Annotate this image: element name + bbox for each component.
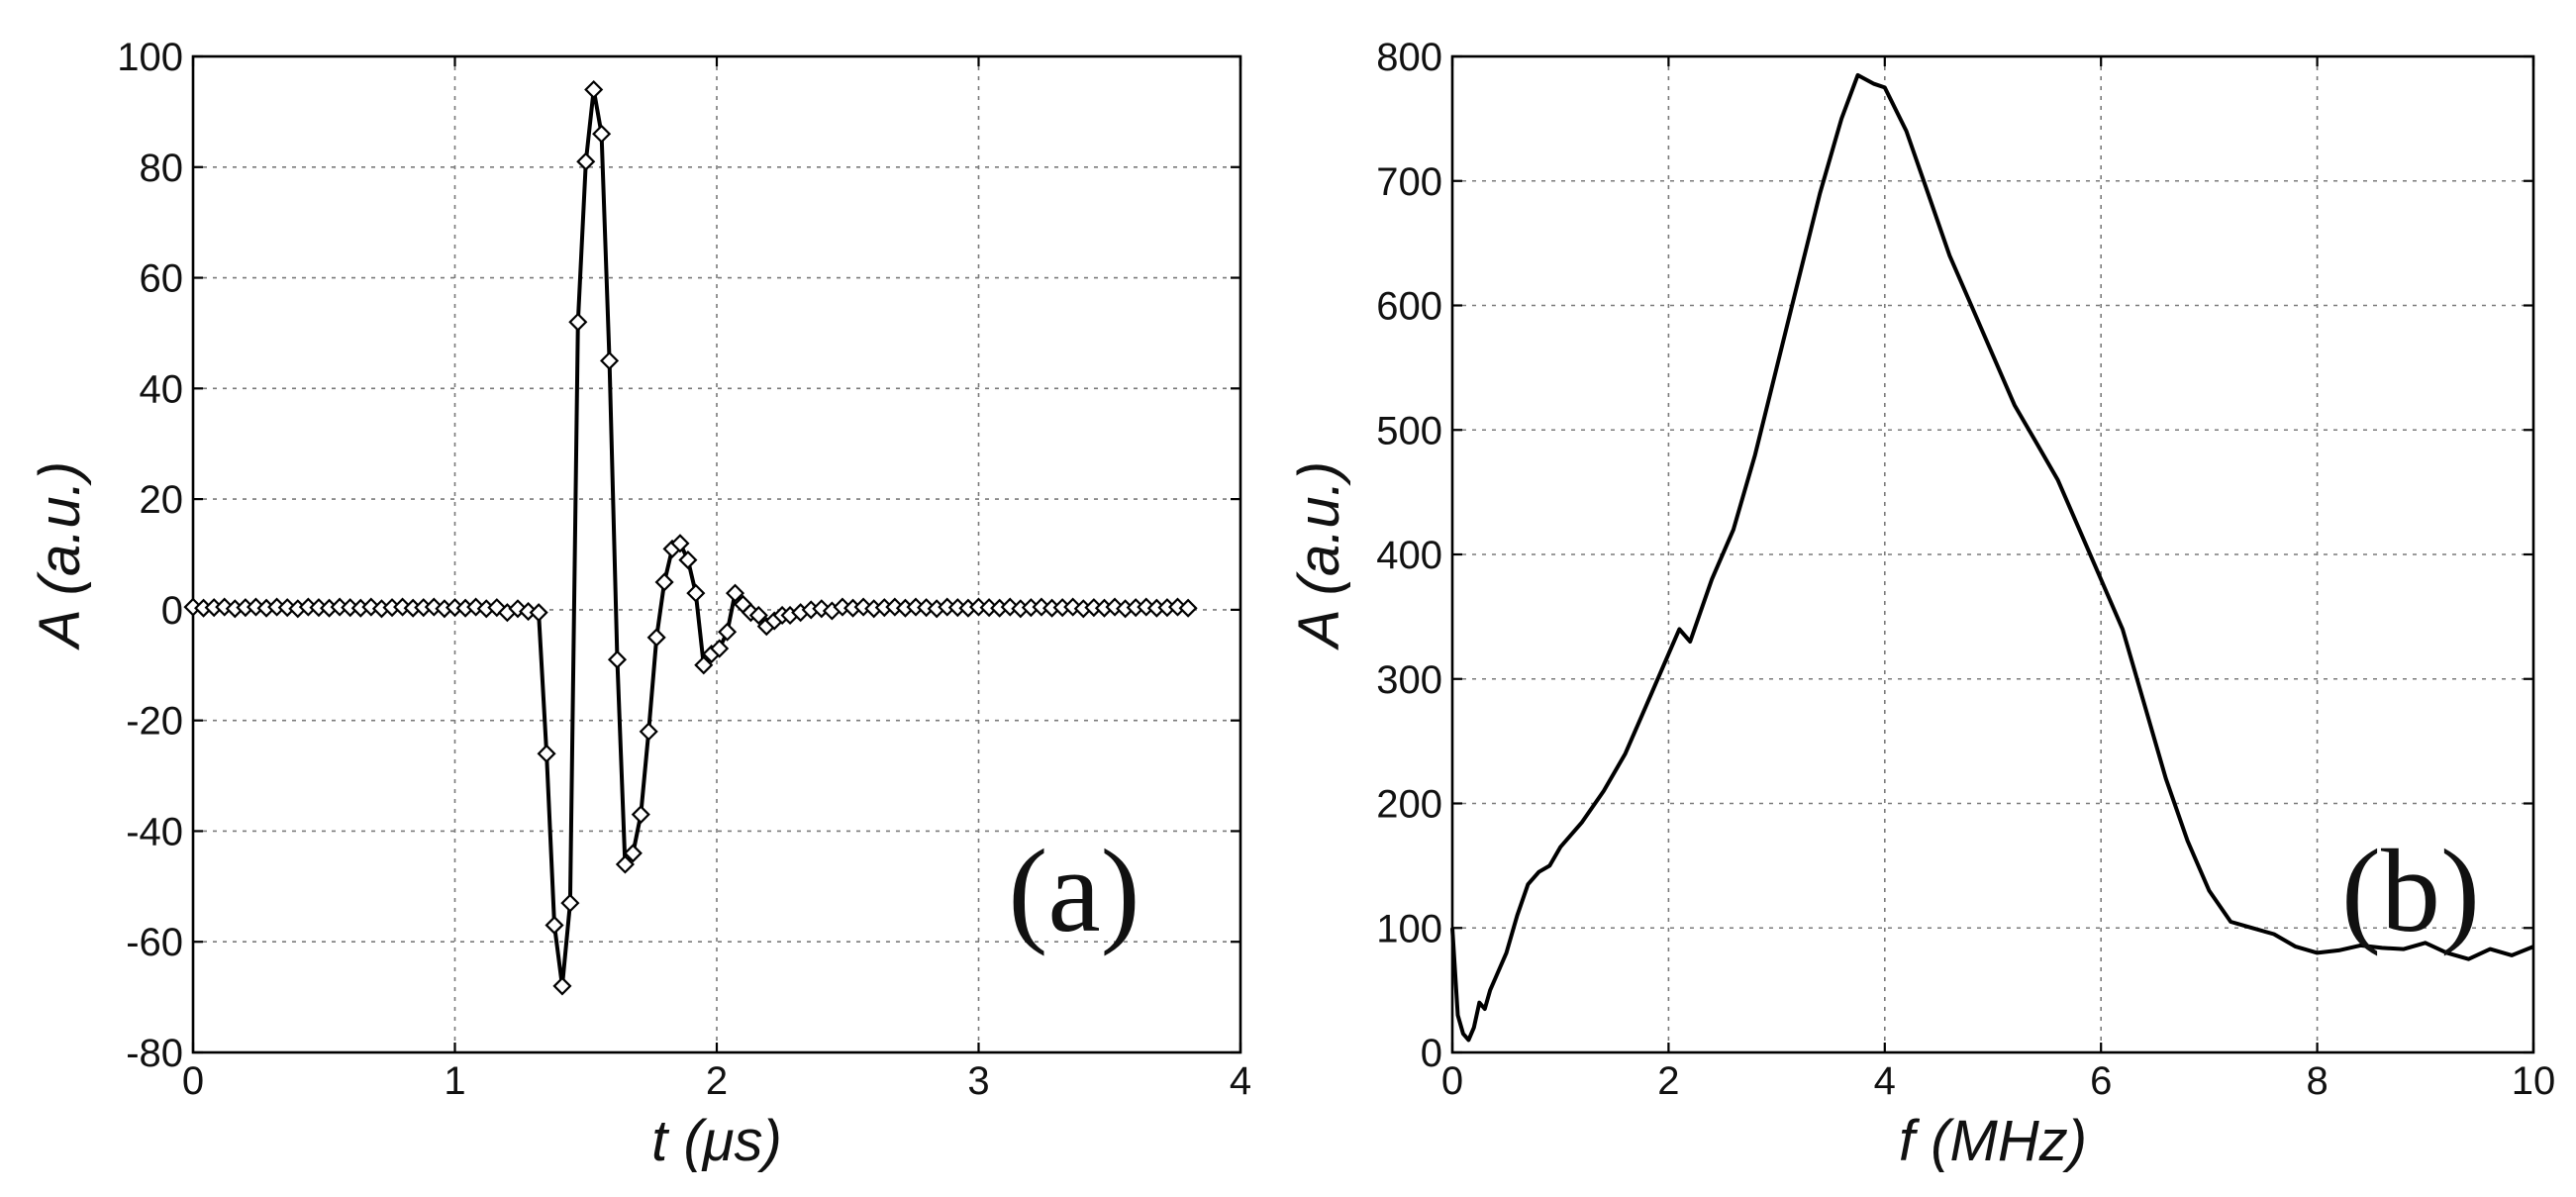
tick-label-y: 600 — [1376, 285, 1442, 329]
tick-label-y: 200 — [1376, 783, 1442, 827]
ticks-a: 0 1 2 3 4 -80 -60 -40 -20 0 20 40 60 80 100 — [117, 36, 1251, 1103]
y-axis-unit-b: (a.u.) — [1287, 461, 1351, 612]
tick-label-y: 0 — [1421, 1032, 1442, 1075]
data-point — [646, 628, 666, 648]
data-point — [694, 655, 714, 675]
tick-label-y: 400 — [1376, 534, 1442, 577]
data-point — [529, 603, 548, 623]
data-point — [599, 350, 620, 370]
tick-label-x: 0 — [182, 1059, 204, 1103]
tick-label-x: 0 — [1441, 1059, 1463, 1103]
data-point — [718, 622, 738, 642]
y-axis-var-a: A — [28, 611, 92, 650]
tick-label-y: -60 — [126, 921, 183, 964]
tick-label-y: 100 — [117, 36, 183, 79]
panel-tag-b: (b) — [2341, 825, 2480, 956]
data-point — [686, 583, 706, 603]
y-axis-label-b: A (a.u.) — [1287, 461, 1351, 650]
panel-tag-a: (a) — [1008, 825, 1139, 956]
tick-label-x: 1 — [444, 1059, 465, 1103]
tick-label-y: -20 — [126, 700, 183, 744]
tick-label-x: 10 — [2512, 1059, 2556, 1103]
tick-label-x: 6 — [2090, 1059, 2112, 1103]
tick-label-y: 700 — [1376, 160, 1442, 204]
data-point — [576, 151, 596, 171]
x-axis-label-b: f (MHz) — [1899, 1109, 2087, 1173]
tick-label-y: 40 — [140, 367, 184, 411]
tick-label-y: 60 — [140, 257, 184, 301]
tick-label-y: 80 — [140, 147, 184, 190]
tick-label-x: 2 — [706, 1059, 728, 1103]
tick-label-y: 500 — [1376, 409, 1442, 452]
data-point — [639, 722, 658, 742]
data-point — [725, 583, 745, 603]
data-point — [607, 649, 628, 669]
tick-label-y: 800 — [1376, 36, 1442, 79]
tick-label-x: 3 — [967, 1059, 989, 1103]
data-point — [670, 534, 690, 553]
tick-label-x: 4 — [1230, 1059, 1251, 1103]
data-point — [552, 976, 572, 996]
data-point — [537, 744, 556, 763]
y-axis-label-a: A (a.u.) — [28, 461, 92, 650]
markers-a — [183, 79, 1198, 996]
tick-label-y: 100 — [1376, 907, 1442, 950]
tick-label-y: 300 — [1376, 658, 1442, 702]
data-point — [678, 550, 698, 570]
data-point — [615, 854, 635, 874]
data-point — [748, 605, 768, 626]
data-point — [568, 312, 588, 332]
x-axis-unit-a: (μs) — [667, 1109, 782, 1173]
tick-label-y: -40 — [126, 810, 183, 853]
x-axis-var-a: t — [651, 1109, 670, 1173]
data-point — [560, 893, 580, 913]
series-line-b — [1450, 72, 2534, 1043]
data-point — [584, 79, 604, 100]
data-point — [592, 124, 612, 144]
y-axis-unit-a: (a.u.) — [28, 461, 92, 612]
data-point — [631, 805, 650, 825]
x-axis-unit-b: (MHz) — [1915, 1109, 2087, 1173]
trace-b — [1450, 72, 2534, 1043]
tick-label-y: 0 — [161, 589, 183, 633]
chart-panel-a: 0 1 2 3 4 -80 -60 -40 -20 0 20 40 60 80 100 (a) t (μs)… — [28, 36, 1251, 1173]
data-point — [545, 915, 564, 936]
data-point — [623, 844, 643, 863]
x-axis-label-a: t (μs) — [651, 1109, 782, 1173]
data-point — [1178, 598, 1198, 618]
tick-label-x: 8 — [2306, 1059, 2328, 1103]
y-axis-var-b: A — [1287, 611, 1351, 650]
data-point — [654, 572, 674, 592]
data-point — [710, 639, 730, 658]
tick-label-y: 20 — [140, 478, 184, 522]
tick-label-y: -80 — [126, 1032, 183, 1075]
tick-label-x: 2 — [1657, 1059, 1679, 1103]
gridlines-b — [1452, 56, 2533, 1052]
tick-label-x: 4 — [1874, 1059, 1896, 1103]
